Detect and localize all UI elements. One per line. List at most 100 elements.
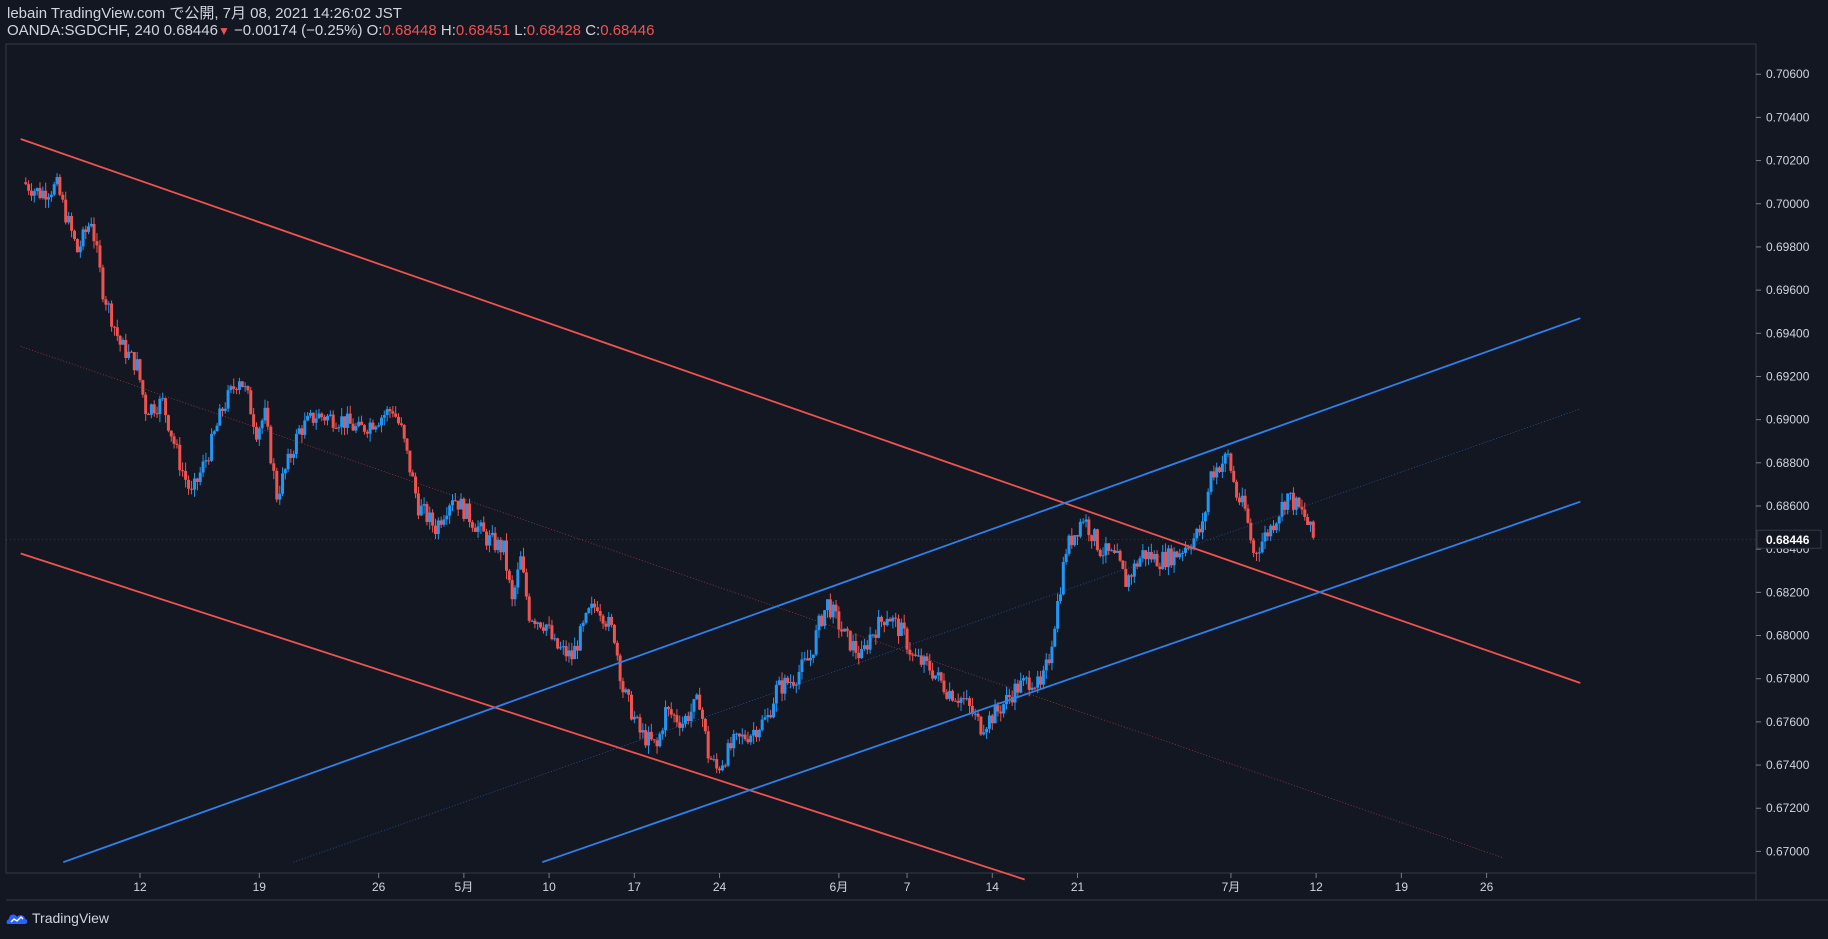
candle-up — [385, 409, 389, 416]
candle-down — [456, 500, 460, 510]
candle-up — [1203, 512, 1207, 522]
candle-down — [874, 634, 878, 638]
candle-up — [451, 500, 454, 506]
time-tick-label: 7月 — [1222, 880, 1241, 894]
candle-down — [482, 522, 486, 532]
candle-up — [1226, 453, 1230, 455]
candle-up — [808, 657, 812, 661]
descending-channel-mid — [20, 345, 1504, 859]
candle-up — [297, 428, 301, 434]
candle-down — [970, 706, 974, 714]
candle-down — [391, 411, 395, 414]
candle-up — [712, 759, 716, 761]
candle-down — [155, 413, 159, 415]
high-label: H: — [440, 22, 456, 39]
candle-down — [240, 381, 244, 387]
candle-down — [144, 394, 148, 415]
candle-up — [573, 645, 577, 660]
candle-up — [817, 615, 821, 631]
candle-up — [49, 194, 53, 198]
time-tick-label: 12 — [133, 880, 147, 894]
candle-down — [820, 615, 824, 626]
candle-up — [283, 469, 287, 474]
candle-down — [1112, 550, 1116, 553]
candle-down — [320, 413, 324, 418]
candle-down — [266, 407, 270, 427]
candle-up — [664, 707, 668, 731]
candle-down — [334, 427, 338, 429]
candle-up — [47, 197, 51, 200]
candle-down — [1158, 566, 1162, 570]
candle-up — [1058, 594, 1062, 602]
price-tick-label: 0.69800 — [1766, 240, 1810, 254]
candle-up — [661, 730, 665, 735]
current-price-tag: 0.68446 — [6, 529, 1822, 549]
candle-up — [89, 223, 93, 227]
candle-up — [1073, 535, 1077, 546]
candle-down — [746, 739, 750, 743]
candle-up — [52, 184, 56, 195]
candle-up — [201, 461, 205, 473]
candle-up — [345, 413, 349, 428]
candle-up — [1036, 676, 1040, 688]
candle-up — [317, 413, 321, 419]
candle-up — [851, 641, 855, 651]
candle-down — [618, 655, 622, 682]
candle-up — [726, 743, 730, 766]
price-tick-label: 0.70200 — [1766, 154, 1810, 168]
candle-down — [706, 731, 710, 759]
candle-up — [993, 705, 997, 724]
price-tick-label: 0.67200 — [1766, 801, 1810, 815]
symbol-label[interactable]: OANDA:SGDCHF, 240 — [7, 22, 160, 39]
candle-up — [948, 690, 952, 699]
candle-down — [331, 414, 335, 428]
candle-down — [678, 722, 682, 728]
price-tick-label: 0.70600 — [1766, 67, 1810, 81]
candle-up — [55, 177, 59, 185]
candle-down — [828, 599, 832, 618]
candle-down — [576, 645, 579, 651]
candle-down — [1107, 543, 1111, 551]
candle-down — [894, 617, 898, 619]
candle-down — [1098, 549, 1102, 556]
candle-up — [382, 415, 386, 418]
candle-down — [397, 416, 401, 424]
candle-up — [479, 522, 483, 527]
candle-down — [254, 426, 258, 440]
brand-label: TradingView — [32, 910, 110, 926]
candle-down — [1149, 552, 1153, 560]
candle-down — [64, 199, 68, 223]
candle-down — [184, 470, 188, 480]
candle-down — [1016, 683, 1020, 693]
candle-up — [1013, 683, 1017, 703]
candle-up — [1141, 550, 1145, 559]
time-tick-label: 26 — [372, 880, 386, 894]
candle-down — [411, 472, 415, 477]
candle-down — [902, 622, 906, 629]
candle-down — [1232, 470, 1236, 482]
candle-down — [1027, 677, 1031, 690]
candle-down — [246, 386, 250, 391]
candle-up — [871, 634, 875, 636]
candle-down — [945, 692, 949, 699]
candle-up — [1308, 521, 1312, 525]
time-tick-label: 24 — [713, 880, 727, 894]
candle-up — [1101, 555, 1105, 557]
ascending-channel-upper — [62, 317, 1581, 864]
candle-down — [1246, 508, 1250, 523]
candle-up — [1067, 535, 1071, 554]
footer[interactable]: TradingView — [6, 910, 109, 926]
candle-up — [1024, 677, 1028, 679]
candle-up — [422, 504, 426, 506]
candle-up — [237, 381, 241, 390]
candle-up — [689, 711, 693, 722]
candle-down — [834, 604, 838, 612]
candle-down — [953, 700, 957, 702]
candle-up — [354, 426, 358, 431]
candle-down — [371, 422, 375, 430]
candle-down — [644, 730, 648, 746]
candle-up — [278, 493, 282, 500]
candle-down — [533, 620, 537, 624]
candle-down — [564, 646, 568, 657]
